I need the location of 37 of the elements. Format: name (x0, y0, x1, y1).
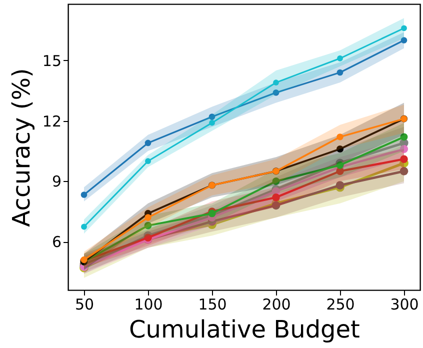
point (144, 140, 152, 146)
point (401, 25, 407, 32)
point (336, 134, 344, 140)
point (81, 224, 87, 230)
x-tick-label: 250 (326, 296, 355, 314)
point (80, 192, 88, 198)
point (400, 144, 408, 154)
point (400, 155, 408, 163)
point (144, 222, 152, 230)
x-tick-label: 300 (390, 296, 419, 314)
y-tick-label: 12 (42, 112, 62, 130)
point (209, 120, 215, 126)
x-axis-title: Cumulative Budget (129, 316, 360, 344)
y-axis-title: Accuracy (%) (7, 68, 36, 227)
x-tick-label: 50 (74, 296, 94, 314)
point (400, 37, 408, 44)
point (336, 181, 344, 190)
point (336, 161, 344, 169)
point (337, 55, 343, 62)
x-tick-label: 150 (198, 296, 227, 314)
x-tick-label: 100 (134, 296, 163, 314)
point (272, 193, 280, 202)
point (336, 145, 344, 153)
y-tick-label: 9 (52, 172, 62, 191)
point (272, 178, 280, 185)
y-tick-label: 6 (52, 233, 62, 252)
y-tick-label: 15 (42, 52, 62, 70)
point (272, 201, 280, 210)
point (400, 166, 408, 176)
x-tick-label: 200 (262, 296, 291, 314)
point (336, 69, 344, 76)
point (272, 89, 280, 96)
point (144, 214, 152, 221)
point (273, 80, 279, 86)
point (400, 133, 408, 141)
point (208, 114, 216, 120)
point (145, 158, 151, 164)
